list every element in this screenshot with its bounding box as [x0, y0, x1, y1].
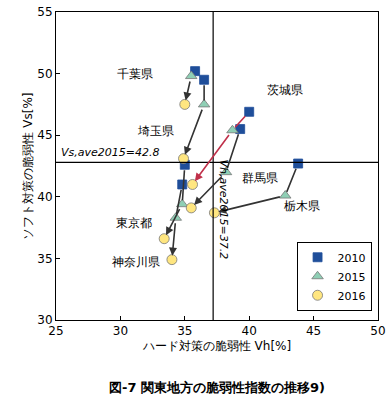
- svg-text:30: 30: [37, 313, 52, 327]
- svg-text:2010: 2010: [338, 252, 366, 265]
- svg-text:2016: 2016: [338, 290, 366, 303]
- svg-text:55: 55: [37, 5, 52, 19]
- svg-text:図-7 関東地方の脆弱性指数の推移9): 図-7 関東地方の脆弱性指数の推移9): [109, 380, 325, 395]
- svg-text:45: 45: [37, 128, 52, 142]
- svg-text:50: 50: [370, 324, 385, 338]
- svg-text:2015: 2015: [338, 271, 366, 284]
- svg-text:神奈川県: 神奈川県: [112, 255, 160, 269]
- svg-text:Vh,ave2015=37.2: Vh,ave2015=37.2: [217, 159, 230, 259]
- svg-text:35: 35: [37, 252, 52, 266]
- svg-text:40: 40: [242, 324, 257, 338]
- svg-text:ハード対策の脆弱性 Vh[%]: ハード対策の脆弱性 Vh[%]: [142, 339, 291, 353]
- svg-text:40: 40: [37, 190, 52, 204]
- svg-text:茨城県: 茨城県: [267, 83, 303, 97]
- svg-text:群馬県: 群馬県: [242, 171, 278, 185]
- svg-text:Vs,ave2015=42.8: Vs,ave2015=42.8: [61, 146, 159, 159]
- svg-text:45: 45: [306, 324, 321, 338]
- svg-text:埼玉県: 埼玉県: [137, 124, 174, 138]
- svg-text:35: 35: [177, 324, 192, 338]
- svg-text:ソフト対策の脆弱性 Vs[%]: ソフト対策の脆弱性 Vs[%]: [21, 92, 35, 239]
- svg-text:栃木県: 栃木県: [284, 199, 320, 213]
- svg-text:東京都: 東京都: [116, 216, 152, 230]
- svg-text:50: 50: [37, 67, 52, 81]
- svg-text:25: 25: [48, 324, 63, 338]
- svg-text:30: 30: [113, 324, 128, 338]
- svg-text:千葉県: 千葉県: [117, 67, 153, 81]
